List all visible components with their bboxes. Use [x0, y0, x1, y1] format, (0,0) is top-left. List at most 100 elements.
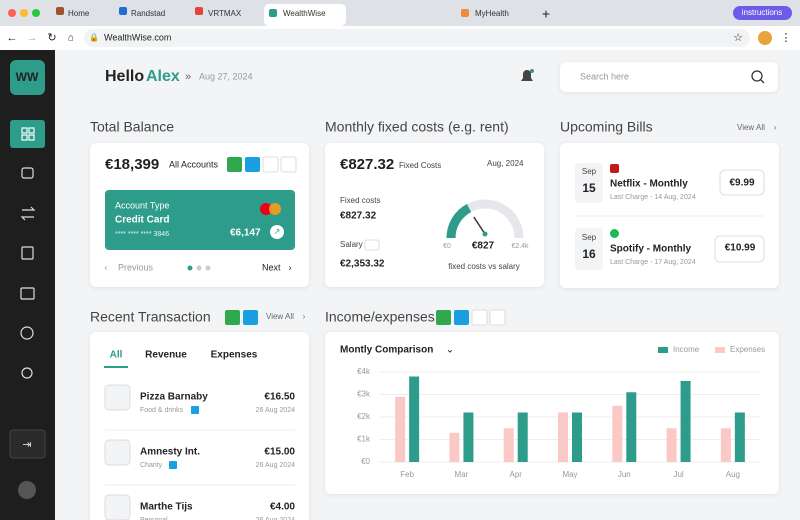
bar: [503, 428, 514, 462]
page-dot[interactable]: [187, 265, 193, 271]
legend-swatch: [658, 347, 668, 353]
bar: [395, 396, 406, 462]
previous-button[interactable]: Previous: [118, 262, 154, 272]
tab-icon: [119, 7, 127, 15]
bar: [409, 376, 420, 462]
nav-icon: [21, 134, 28, 141]
logo[interactable]: [10, 60, 45, 95]
bank-logo: [454, 310, 469, 325]
y-tick-label: €3k: [357, 390, 371, 399]
back-button[interactable]: ←: [7, 32, 18, 44]
home-button[interactable]: ⌂: [68, 33, 74, 44]
user-avatar[interactable]: [18, 481, 36, 499]
transaction-amount: €15.00: [264, 447, 295, 458]
active-tab[interactable]: [264, 4, 346, 26]
card-open-button[interactable]: [270, 225, 284, 239]
dropdown-chevron[interactable]: ⌄: [446, 345, 454, 356]
logout-button[interactable]: [9, 429, 46, 459]
bookmark-star[interactable]: ☆: [733, 32, 743, 44]
bar: [463, 412, 474, 462]
y-tick-label: €0: [361, 457, 370, 466]
user-name: Alex: [146, 68, 180, 85]
search-placeholder[interactable]: Search here: [580, 71, 629, 81]
transaction-name: Pizza Barnaby: [140, 392, 208, 403]
section-title: Monthly fixed costs (e.g. rent): [325, 119, 509, 135]
view-all[interactable]: View All: [737, 123, 765, 132]
forward-button[interactable]: →: [27, 32, 38, 44]
filter-tab[interactable]: Expenses: [211, 350, 258, 361]
transaction-date: 26 Aug 2024: [256, 407, 295, 414]
card-label: Account Type: [115, 200, 169, 210]
greeting: Hello: [105, 68, 144, 85]
amount-box: [719, 169, 765, 196]
page-dot[interactable]: [205, 265, 211, 271]
bank-logo: [471, 309, 488, 326]
nav-wallet[interactable]: [21, 167, 34, 179]
next-button[interactable]: Next: [262, 262, 281, 272]
window-zoom[interactable]: [32, 9, 40, 17]
tab-bar: [0, 0, 800, 26]
credit-card[interactable]: [105, 190, 295, 250]
search-box[interactable]: [560, 62, 778, 92]
legend-label: Income: [673, 345, 700, 354]
x-tick-label: Aug: [726, 470, 740, 479]
bill-day: 15: [582, 181, 596, 195]
tab-label[interactable]: WealthWise: [283, 9, 326, 18]
nav-settings[interactable]: [21, 367, 33, 379]
transaction-icon: [104, 439, 131, 466]
gauge-caption: fixed costs vs salary: [448, 262, 520, 271]
nav-bills[interactable]: [21, 246, 34, 260]
profile-avatar[interactable]: [758, 31, 772, 45]
new-tab[interactable]: +: [542, 6, 550, 22]
notification-bell[interactable]: [521, 70, 533, 81]
nav-dashboard[interactable]: [10, 120, 45, 148]
y-tick-label: €4k: [357, 367, 371, 376]
page-dot[interactable]: [196, 265, 202, 271]
reload-button[interactable]: ↻: [47, 32, 56, 44]
transaction-date: 26 Aug 2024: [256, 462, 295, 469]
search-icon: [760, 79, 765, 84]
logo-text[interactable]: WW: [16, 70, 39, 84]
mastercard-logo: [260, 203, 272, 215]
transaction-amount: €16.50: [264, 392, 295, 403]
nav-goals[interactable]: [20, 326, 34, 340]
nav-payments[interactable]: [20, 287, 35, 300]
y-tick-label: €2k: [357, 412, 371, 421]
tab-label[interactable]: Randstad: [131, 9, 165, 18]
bill-amount: €9.99: [729, 178, 754, 189]
window-minimize[interactable]: [20, 9, 28, 17]
url-field[interactable]: [84, 29, 750, 47]
filter-tab[interactable]: Revenue: [145, 350, 187, 361]
chevrons: »: [185, 71, 191, 83]
view-all[interactable]: View All: [266, 312, 294, 321]
bank-logo: [280, 156, 297, 173]
salary-amount: €2,353.32: [340, 259, 385, 270]
income-expenses-card: [325, 332, 779, 494]
period: Aug, 2024: [487, 159, 524, 168]
transaction-date: 26 Aug 2024: [256, 517, 295, 520]
fixed-amount: €827.32: [340, 211, 377, 222]
instructions-label[interactable]: instructions: [742, 8, 782, 17]
gauge-arc: [446, 203, 472, 239]
card-amount: €6,147: [230, 228, 261, 239]
transactions-card: [90, 332, 309, 520]
url[interactable]: WealthWise.com: [104, 32, 171, 42]
tab-label[interactable]: Home: [68, 9, 90, 18]
netflix-icon: [610, 164, 619, 173]
bar: [734, 412, 745, 462]
filter-tab[interactable]: All: [110, 350, 123, 361]
tab-label[interactable]: VRTMAX: [208, 9, 242, 18]
bar: [720, 428, 731, 462]
tab-label[interactable]: MyHealth: [475, 9, 509, 18]
lock-icon: 🔒: [89, 33, 99, 42]
bar: [449, 432, 460, 462]
spotify-icon: [610, 229, 619, 238]
chart-title: Montly Comparison: [340, 345, 433, 356]
browser-menu[interactable]: ⋮: [781, 32, 792, 44]
instructions-button[interactable]: [733, 6, 792, 20]
bar: [666, 428, 677, 462]
window-close[interactable]: [8, 9, 16, 17]
legend-swatch: [715, 347, 725, 353]
nav-transfer[interactable]: [20, 206, 36, 221]
bar: [517, 412, 528, 462]
